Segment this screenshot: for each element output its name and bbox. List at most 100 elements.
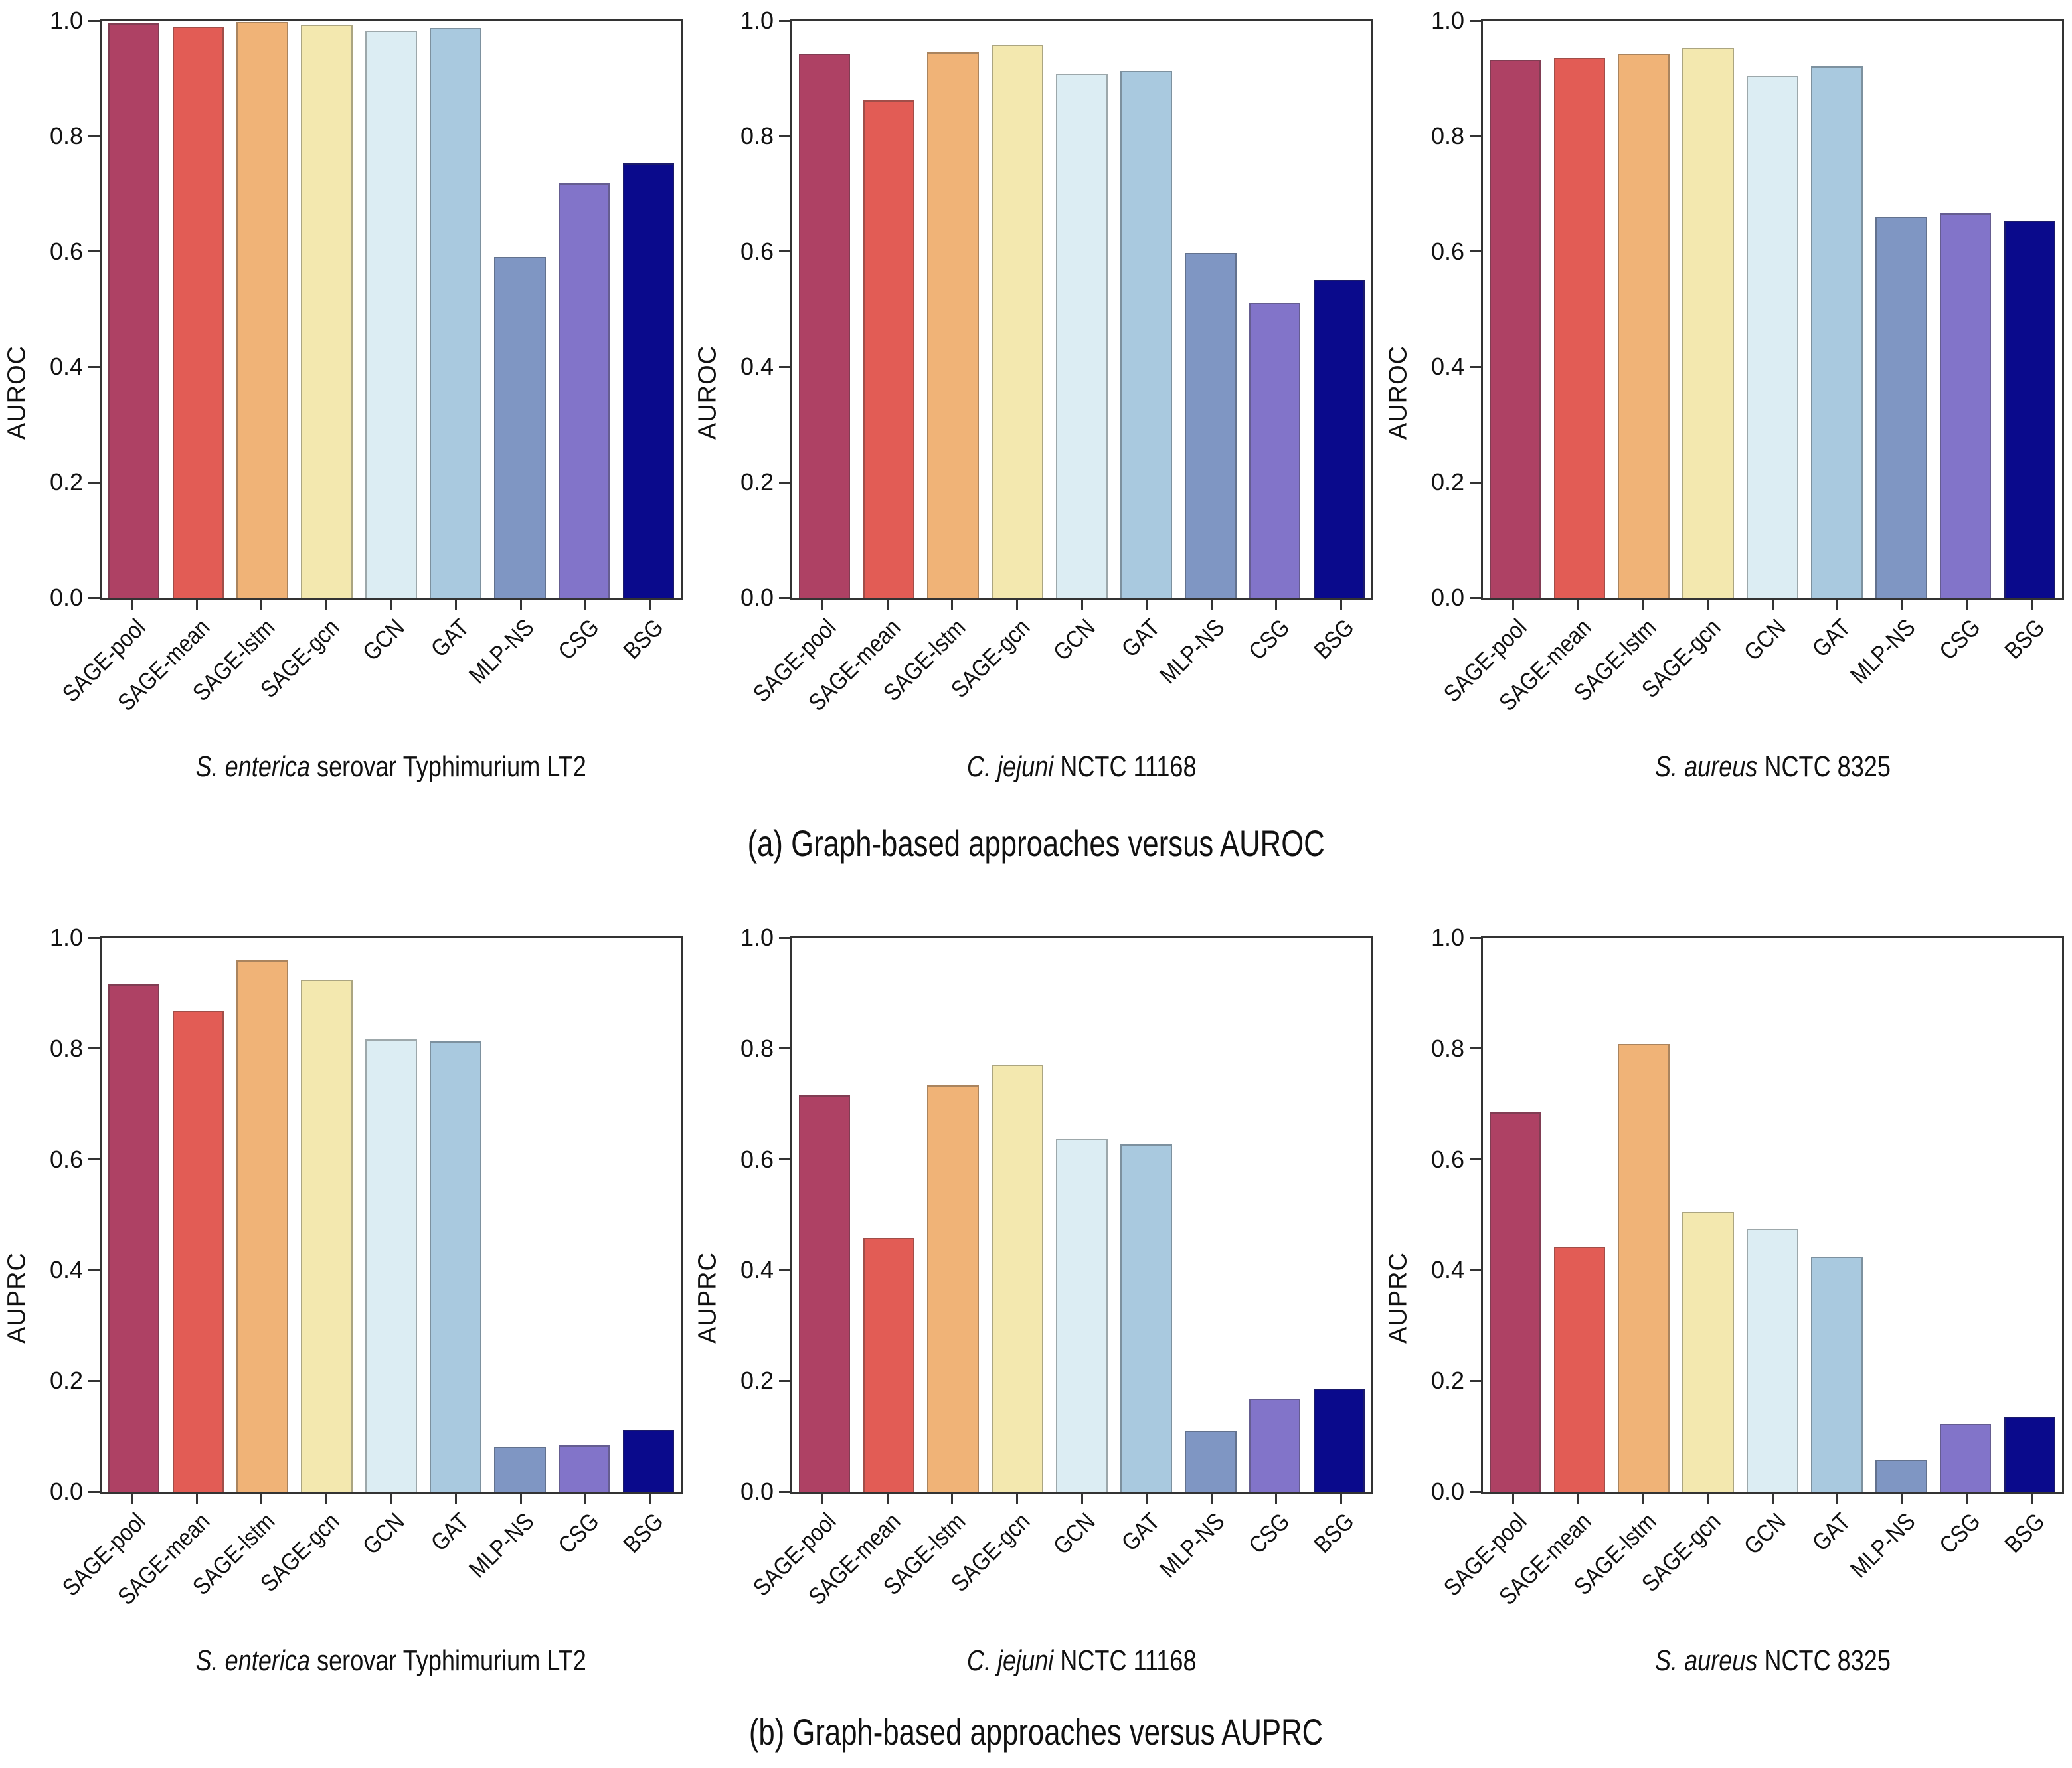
bar-CSG [1249,1398,1301,1492]
bar-SAGE-mean [1553,57,1606,598]
y-tick-label: 0.2 [49,468,83,496]
x-tick-label: BSG [618,613,669,664]
x-tick-mark [325,600,327,610]
y-tick-mark [1470,365,1481,368]
x-tick-label: GAT [1806,613,1856,662]
x-tick-mark [1275,1494,1278,1504]
x-tick-mark [2030,1494,2033,1504]
x-tick-mark [1512,1494,1515,1504]
bar-SAGE-gcn [301,25,353,598]
chart-title: S. enterica serovar Typhimurium LT2 [100,750,683,784]
strain-name: NCTC 8325 [1757,751,1891,783]
bar-SAGE-pool [798,1095,851,1492]
bar-MLP-NS [494,1447,546,1492]
x-axis: SAGE-pool SAGE-mean SAGE-lstm SAGE-gcn GCN GA… [56,1494,683,1635]
x-tick-label: MLP-NS [1154,1507,1230,1583]
y-tick-label: 0.4 [740,353,774,381]
strain-name: serovar Typhimurium LT2 [310,1644,587,1677]
x-tick-mark [455,600,458,610]
species-name: S. aureus [1654,751,1757,783]
y-tick-label: 0.0 [49,584,83,611]
bar-SAGE-lstm [236,21,288,598]
x-tick-label: BSG [618,1507,669,1558]
x-tick-label: MLP-NS [1154,613,1230,689]
species-name: S. aureus [1654,1644,1757,1677]
x-tick-mark [584,600,587,610]
bar-SAGE-lstm [927,52,979,598]
y-tick-mark [88,1269,100,1271]
x-axis: SAGE-pool SAGE-mean SAGE-lstm SAGE-gcn GCN GA… [747,1494,1373,1635]
chart-title: C. jejuni NCTC 11168 [790,750,1373,784]
y-tick-label: 0.6 [1430,237,1464,265]
x-tick-mark [390,600,392,610]
bar-SAGE-pool [798,54,851,598]
x-tick-label: GAT [425,613,475,662]
y-tick-mark [88,135,100,137]
y-tick-mark [779,135,790,137]
strain-name: serovar Typhimurium LT2 [310,751,587,783]
bar-GCN [1747,75,1798,598]
bar-GAT [1120,1144,1172,1492]
bar-SAGE-lstm [236,960,288,1492]
x-tick-label: GCN [1047,613,1100,666]
x-tick-mark [195,1494,198,1504]
y-tick-mark [779,1269,790,1271]
x-tick-mark [1642,600,1644,610]
y-tick-mark [779,1490,790,1493]
bar-BSG [1313,280,1365,598]
plot-area: 1.0 0.8 0.6 0.4 0.2 0.0 [740,9,1373,610]
y-tick-label: 0.6 [740,1145,774,1173]
y-tick-label: 0.8 [740,122,774,149]
bar-CSG [558,183,610,598]
x-tick-mark [260,600,263,610]
x-tick-label: CSG [1933,1507,1986,1559]
x-tick-mark [1275,600,1278,610]
bar-SAGE-mean [1553,1247,1606,1492]
y-tick-label: 1.0 [740,7,774,34]
y-tick-mark [1470,1158,1481,1161]
species-name: C. jejuni [967,1644,1054,1677]
plot-area: 1.0 0.8 0.6 0.4 0.2 0.0 [50,926,683,1504]
y-tick-mark [88,250,100,253]
y-tick-label: 1.0 [740,924,774,951]
x-tick-mark [1577,600,1579,610]
y-tick-label: 0.2 [740,1367,774,1395]
x-tick-label: CSG [1243,613,1295,665]
strain-name: NCTC 8325 [1757,1644,1891,1677]
y-tick-label: 0.2 [740,468,774,496]
auprc-chart-c-jejuni: AUPRC 1.0 0.8 0.6 0.4 0.2 0.0 SAGE-pool SAGE-m… [691,917,1381,1678]
x-tick-mark [1015,600,1018,610]
bar-BSG [622,1429,675,1492]
bar-BSG [2004,1416,2056,1492]
y-tick-label: 0.0 [1430,1478,1464,1505]
bar-GAT [430,28,481,598]
caption-b: (b) Graph-based approaches versus AUPRC [748,1711,1324,1753]
bar-CSG [1939,213,1992,598]
x-tick-mark [1577,1494,1579,1504]
bar-MLP-NS [1875,217,1927,598]
x-tick-mark [1210,1494,1213,1504]
y-tick-mark [88,19,100,22]
y-tick-label: 0.0 [740,584,774,611]
bar-GCN [1747,1228,1798,1492]
species-name: S. enterica [195,751,311,783]
x-tick-mark [519,600,522,610]
species-name: C. jejuni [967,751,1054,783]
auprc-chart-s-aureus: AUPRC 1.0 0.8 0.6 0.4 0.2 0.0 SAGE-pool SAGE-m… [1381,917,2072,1678]
x-tick-label: GCN [1738,613,1791,666]
y-tick-label: 0.8 [49,1034,83,1062]
x-tick-mark [455,1494,458,1504]
bar-SAGE-lstm [1618,1044,1670,1492]
chart-title: S. aureus NCTC 8325 [1481,750,2064,784]
x-tick-label: MLP-NS [1845,1507,1921,1583]
bar-SAGE-mean [863,100,915,598]
x-tick-mark [1836,1494,1839,1504]
y-tick-label: 0.8 [1430,1034,1464,1062]
y-tick-mark [1470,596,1481,599]
y-tick-mark [88,481,100,484]
caption-a: (a) Graph-based approaches versus AUROC [747,822,1325,864]
y-tick-label: 0.0 [740,1478,774,1505]
x-tick-mark [260,1494,263,1504]
y-tick-mark [88,1490,100,1493]
x-tick-mark [951,600,954,610]
